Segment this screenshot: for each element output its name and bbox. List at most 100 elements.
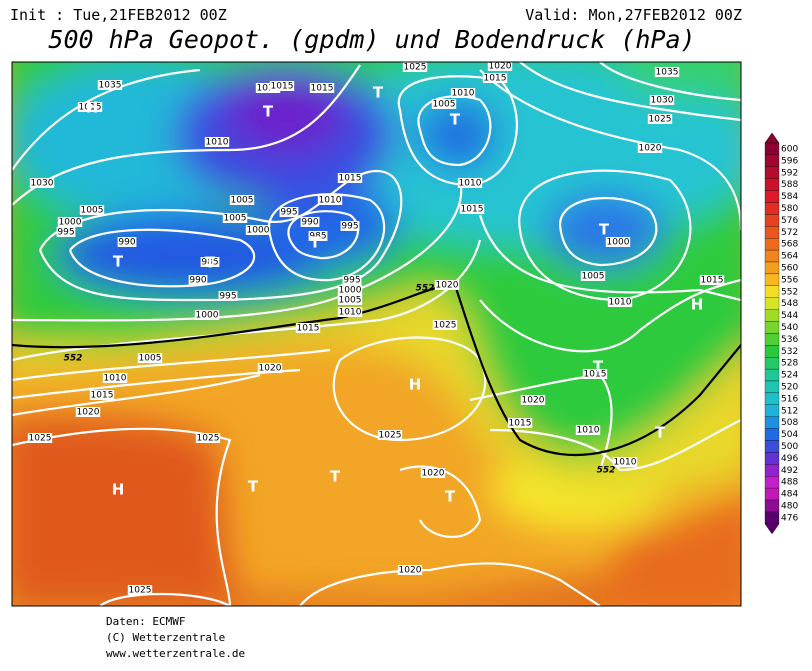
isobar-label-bg (432, 320, 458, 330)
isobar-label-bg (637, 143, 663, 153)
colorbar-label: 556 (781, 275, 798, 285)
isobar-label: 1005 (81, 206, 104, 216)
colorbar-bottom (764, 523, 780, 535)
colorbar-band (764, 238, 780, 251)
isobar-label: 1025 (197, 434, 220, 444)
isobar-label: 1005 (231, 196, 254, 206)
colorbar-band (764, 273, 780, 286)
colorbar-label: 544 (781, 311, 798, 321)
isobar-label: 1025 (379, 431, 402, 441)
contour-label: 552 (416, 284, 435, 294)
isobar-label: 1035 (99, 81, 122, 91)
colorbar-label: 488 (781, 478, 798, 488)
colorbar-label: 504 (781, 430, 798, 440)
pressure-center: T (310, 234, 321, 252)
colorbar-band (764, 392, 780, 405)
colorbar-label: 520 (781, 382, 798, 392)
isobar-label-bg (137, 353, 163, 363)
colorbar-label: 476 (781, 513, 798, 523)
copyright: (C) Wetterzentrale (106, 631, 225, 644)
pressure-center: T (205, 254, 216, 272)
isobar-label-bg (188, 275, 208, 285)
colorbar-band (764, 368, 780, 382)
contour-label: 552 (597, 466, 616, 476)
pressure-center: T (593, 358, 604, 376)
isobar-label: 1030 (651, 96, 674, 106)
isobar-label: 990 (118, 238, 135, 248)
isobar-label: 1000 (607, 238, 630, 248)
colorbar-label: 560 (781, 263, 798, 273)
isobar-label-bg (450, 88, 476, 98)
isobar-label-bg (397, 565, 423, 575)
isobar-label-bg (195, 433, 221, 443)
colorbar-band (764, 416, 780, 429)
isobar-label: 1035 (656, 68, 679, 78)
isobar-label: 1030 (31, 179, 54, 189)
pressure-center: T (655, 424, 666, 442)
isobar-label: 1025 (649, 115, 672, 125)
isobar-label-bg (575, 425, 601, 435)
isobar-label-bg (75, 407, 101, 417)
isobar-label-bg (605, 237, 631, 247)
isobar-label-bg (57, 217, 83, 227)
isobar-label-bg (699, 275, 725, 285)
colorbar-label: 528 (781, 359, 798, 369)
contours (12, 62, 741, 606)
isobar-label: 1015 (311, 84, 334, 94)
colorbar-band (764, 166, 780, 179)
isobar-label-bg (337, 173, 363, 183)
pressure-center: H (409, 376, 422, 394)
isobar-label: 1010 (577, 426, 600, 436)
isobar-label-bg (342, 275, 362, 285)
colorbar-band (764, 321, 780, 334)
isobar-label-bg (257, 363, 283, 373)
colorbar-label: 524 (781, 371, 798, 381)
isobar-label: 1025 (434, 321, 457, 331)
isobar-label-bg (102, 373, 128, 383)
isobar-label-bg (612, 457, 638, 467)
colorbar-band (764, 452, 780, 465)
isobar-label: 1000 (247, 226, 270, 236)
colorbar-label: 508 (781, 418, 798, 428)
isobar-label: 995 (57, 228, 74, 238)
isobar-label-bg (420, 468, 446, 478)
isobar-label-bg (255, 83, 281, 93)
isobar-label: 1010 (459, 179, 482, 189)
isobar-label: 995 (341, 222, 358, 232)
isobar-label: 1025 (404, 63, 427, 73)
isobar-label: 1000 (339, 286, 362, 296)
pressure-center: T (248, 478, 259, 496)
isobar-label-bg (77, 102, 103, 112)
isobar-label: 1005 (224, 214, 247, 224)
colorbar-band (764, 142, 780, 156)
isobar-label-bg (459, 204, 485, 214)
init-time: Init : Tue,21FEB2012 00Z (10, 6, 227, 24)
isobar-label: 1020 (422, 469, 445, 479)
colorbar-band (764, 297, 780, 310)
pressure-center: H (112, 481, 125, 499)
colorbar-label: 564 (781, 252, 798, 262)
colorbar-band (764, 226, 780, 239)
isobar-label: 1025 (29, 434, 52, 444)
source: Daten: ECMWF (106, 615, 185, 628)
colorbar-band (764, 214, 780, 227)
colorbar-band (764, 178, 780, 191)
isobar-label-bg (337, 307, 363, 317)
isobar-label: 1015 (91, 391, 114, 401)
contour-label: 552 (64, 354, 83, 364)
isobar-label-bg (317, 195, 343, 205)
isobar-label-bg (457, 178, 483, 188)
isobar-label-bg (431, 99, 457, 109)
isobar-label: 1025 (129, 586, 152, 596)
colorbar-label: 516 (781, 394, 798, 404)
isobar-label-bg (27, 433, 53, 443)
colorbar-label: 540 (781, 323, 798, 333)
colorbar-band (764, 476, 780, 489)
pressure-center: H (86, 99, 99, 117)
isobar-label: 1010 (206, 138, 229, 148)
isobar-label-bg (200, 257, 220, 267)
colorbar-label: 584 (781, 192, 798, 202)
